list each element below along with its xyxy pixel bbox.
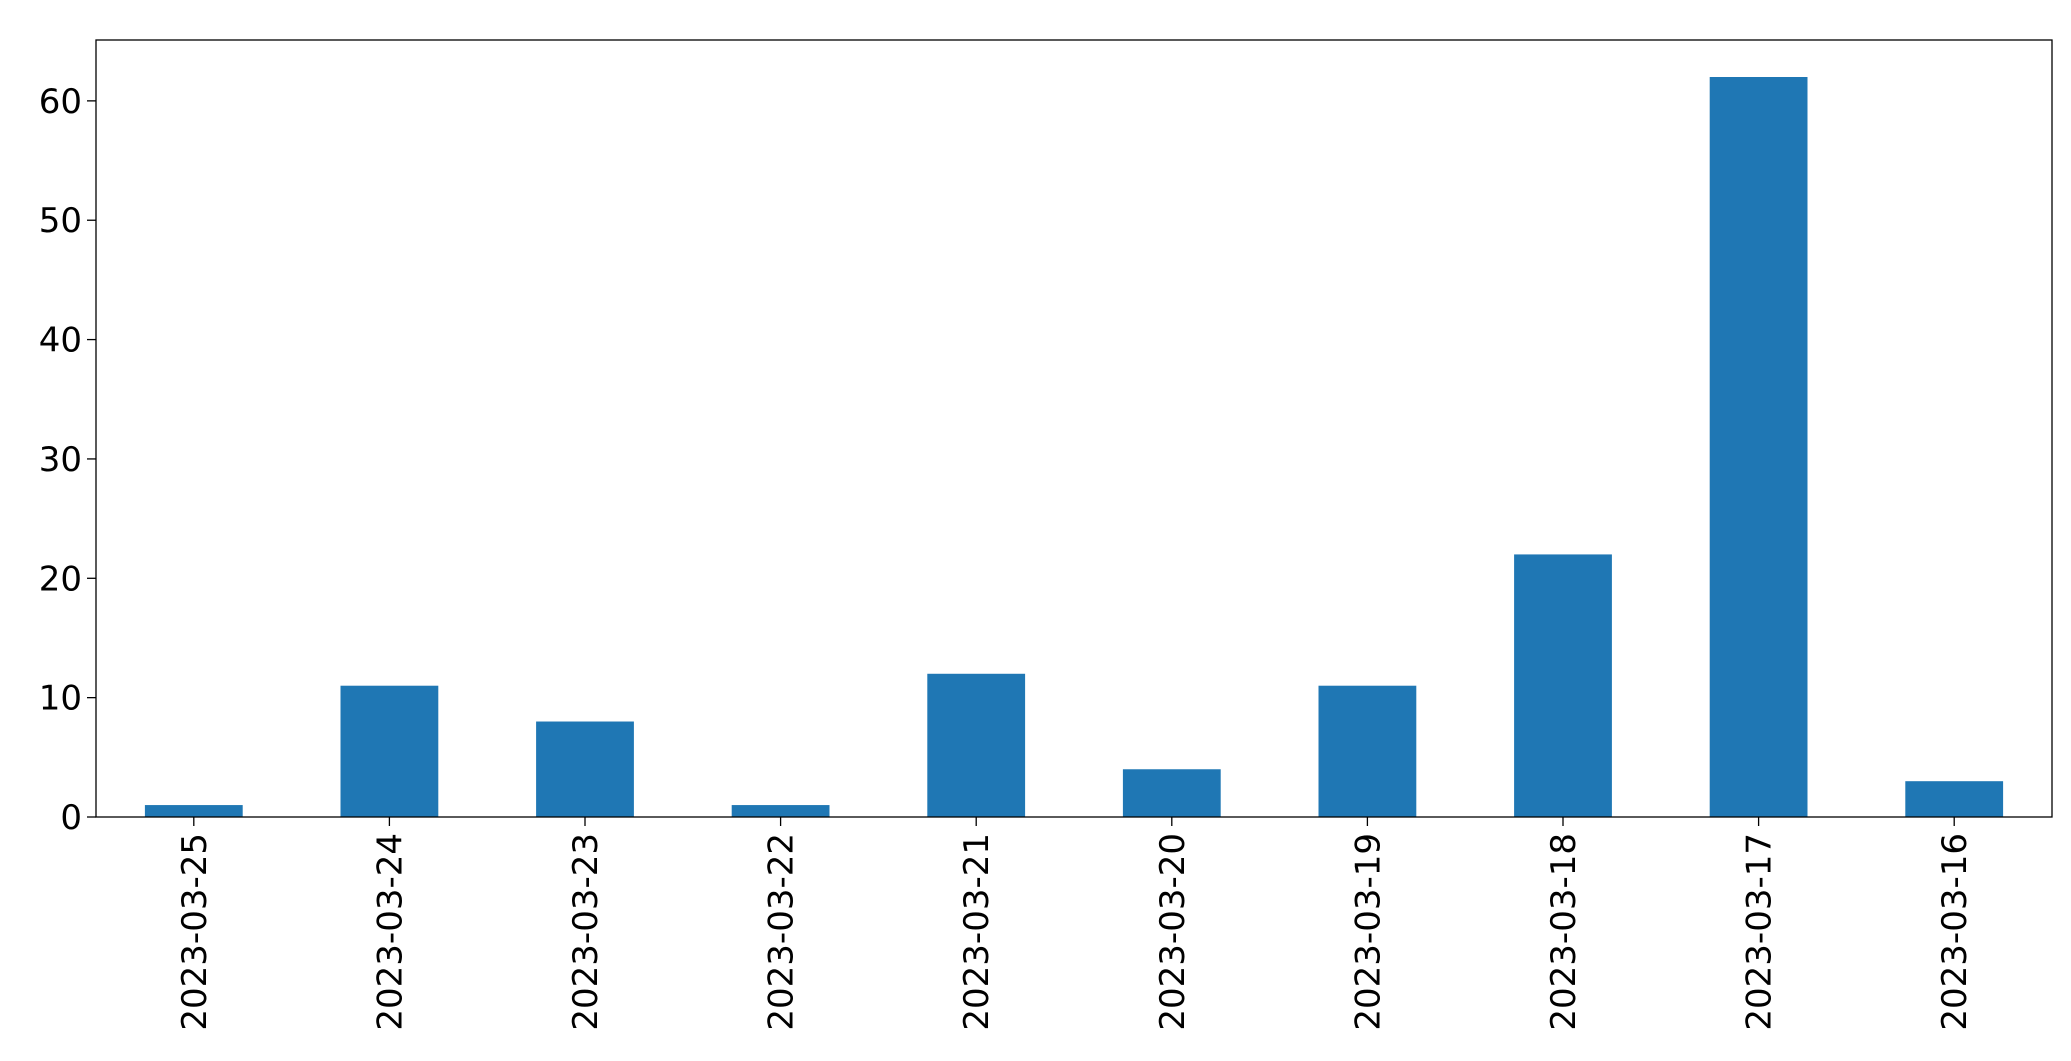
bar bbox=[340, 685, 439, 817]
x-tick-label: 2023-03-18 bbox=[1544, 833, 1584, 1031]
bar bbox=[1709, 77, 1808, 817]
y-tick-label: 60 bbox=[39, 82, 82, 122]
y-tick-label: 0 bbox=[60, 798, 82, 838]
x-tick-label: 2023-03-20 bbox=[1153, 833, 1193, 1031]
bar bbox=[1514, 554, 1612, 817]
bar bbox=[731, 805, 830, 817]
bar bbox=[144, 805, 243, 817]
bar bbox=[1122, 769, 1221, 817]
x-tick-label: 2023-03-21 bbox=[957, 833, 997, 1031]
y-tick-label: 20 bbox=[39, 559, 82, 599]
x-tick-label: 2023-03-19 bbox=[1348, 833, 1388, 1031]
x-tick-label: 2023-03-17 bbox=[1740, 833, 1780, 1031]
y-tick-label: 50 bbox=[39, 201, 82, 241]
bar bbox=[536, 721, 634, 817]
y-tick-label: 10 bbox=[39, 679, 82, 719]
x-tick-label: 2023-03-23 bbox=[566, 833, 606, 1031]
x-tick-label: 2023-03-16 bbox=[1935, 833, 1975, 1031]
y-tick-label: 40 bbox=[39, 321, 82, 361]
plot-frame bbox=[95, 39, 2053, 818]
bar bbox=[927, 673, 1026, 817]
bar bbox=[1318, 685, 1417, 817]
x-tick-label: 2023-03-25 bbox=[175, 833, 215, 1031]
x-tick-label: 2023-03-24 bbox=[370, 833, 410, 1031]
x-tick-label: 2023-03-22 bbox=[762, 833, 802, 1031]
bar bbox=[1905, 781, 2004, 817]
y-tick-label: 30 bbox=[39, 440, 82, 480]
